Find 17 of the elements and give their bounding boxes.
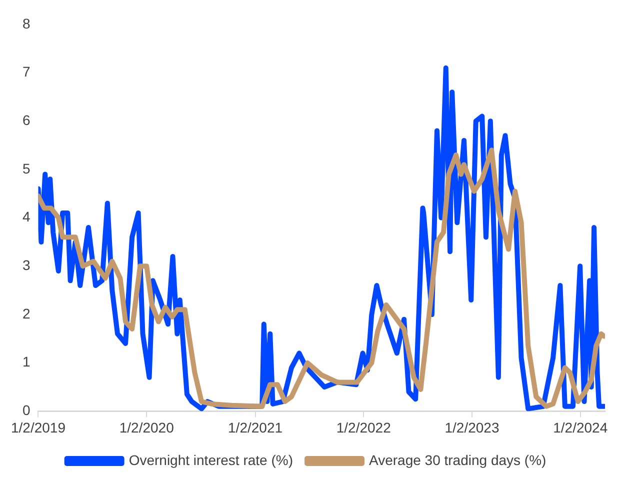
y-tick-label: 4	[22, 208, 30, 225]
y-tick-label: 7	[22, 64, 30, 80]
legend-label: Overnight interest rate (%)	[128, 452, 293, 468]
x-tick-label: 1/2/2020	[119, 419, 174, 436]
x-tick-label: 1/2/2024	[553, 419, 608, 436]
y-tick-label: 0	[22, 402, 30, 418]
y-tick-label: 3	[22, 257, 30, 274]
y-tick-label: 6	[22, 112, 30, 128]
y-tick-label: 8	[22, 15, 30, 32]
legend-label: Average 30 trading days (%)	[369, 452, 546, 468]
x-tick-label: 1/2/2022	[336, 419, 392, 436]
y-tick-label: 1	[22, 354, 30, 370]
x-tick-label: 1/2/2019	[11, 419, 66, 436]
y-tick-label: 5	[22, 160, 30, 176]
y-tick-label: 2	[22, 305, 30, 322]
x-tick-label: 1/2/2023	[444, 419, 500, 436]
x-tick-label: 1/2/2021	[228, 419, 283, 436]
